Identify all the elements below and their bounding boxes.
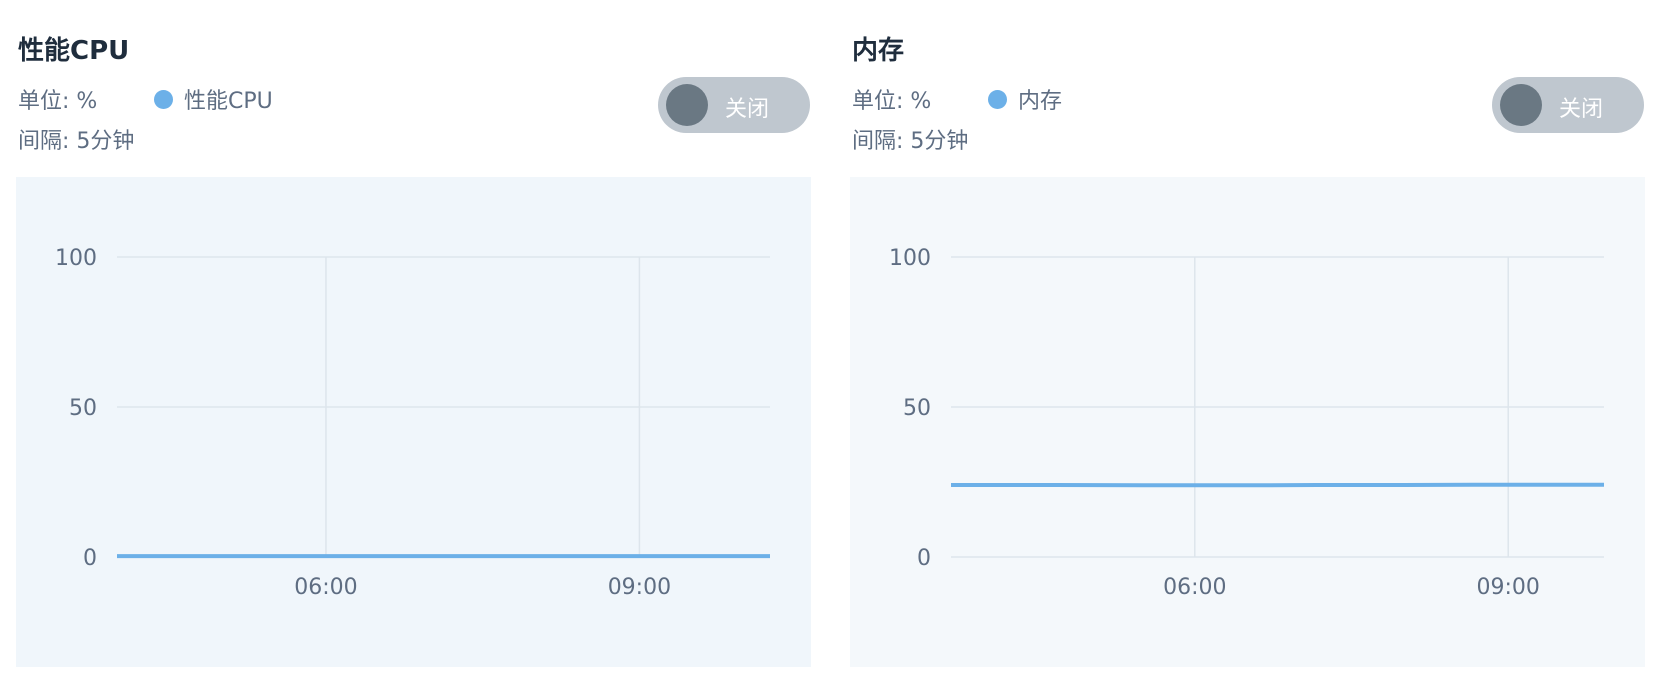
unit-text: 单位: % bbox=[852, 89, 932, 114]
interval-text: 间隔: 5分钟 bbox=[18, 129, 135, 154]
legend-dot-icon bbox=[154, 89, 173, 109]
y-tick-label: 50 bbox=[69, 396, 97, 421]
chart-title: 内存 bbox=[852, 36, 905, 66]
interval-text: 间隔: 5分钟 bbox=[852, 129, 969, 154]
unit-text: 单位: % bbox=[18, 89, 98, 114]
x-tick-label: 09:00 bbox=[608, 575, 671, 600]
toggle-label: 关闭 bbox=[725, 97, 770, 122]
legend-label: 性能CPU bbox=[184, 89, 273, 114]
x-tick-label: 06:00 bbox=[294, 575, 357, 600]
cpu-chart-panel: 性能CPU 单位: % 间隔: 5分钟 性能CPU 关闭 0 50 100 06:00… bbox=[16, 0, 811, 680]
series-line bbox=[951, 482, 1604, 488]
plot-area bbox=[850, 177, 1645, 667]
toggle-knob bbox=[1500, 84, 1542, 126]
legend-dot-icon bbox=[988, 89, 1007, 109]
legend: 性能CPU bbox=[154, 83, 273, 115]
legend: 内存 bbox=[988, 83, 1062, 115]
memory-chart-panel: 内存 单位: % 间隔: 5分钟 内存 关闭 0 50 100 06:00 09:00 bbox=[850, 0, 1645, 680]
toggle-knob bbox=[666, 84, 708, 126]
toggle-label: 关闭 bbox=[1559, 97, 1604, 122]
plot-area bbox=[16, 177, 811, 667]
chart-title: 性能CPU bbox=[18, 36, 130, 66]
y-tick-label: 100 bbox=[889, 246, 931, 271]
cpu-line-chart: 0 50 100 06:00 09:00 bbox=[55, 246, 770, 600]
y-tick-label: 0 bbox=[917, 546, 931, 571]
y-tick-label: 0 bbox=[83, 546, 97, 571]
x-tick-label: 09:00 bbox=[1477, 575, 1540, 600]
legend-label: 内存 bbox=[1018, 89, 1063, 114]
memory-line-chart: 0 50 100 06:00 09:00 bbox=[889, 246, 1604, 600]
cpu-toggle-switch[interactable]: 关闭 bbox=[658, 77, 810, 133]
memory-toggle-switch[interactable]: 关闭 bbox=[1492, 77, 1644, 133]
y-tick-label: 50 bbox=[903, 396, 931, 421]
x-tick-label: 06:00 bbox=[1163, 575, 1226, 600]
y-tick-label: 100 bbox=[55, 246, 97, 271]
